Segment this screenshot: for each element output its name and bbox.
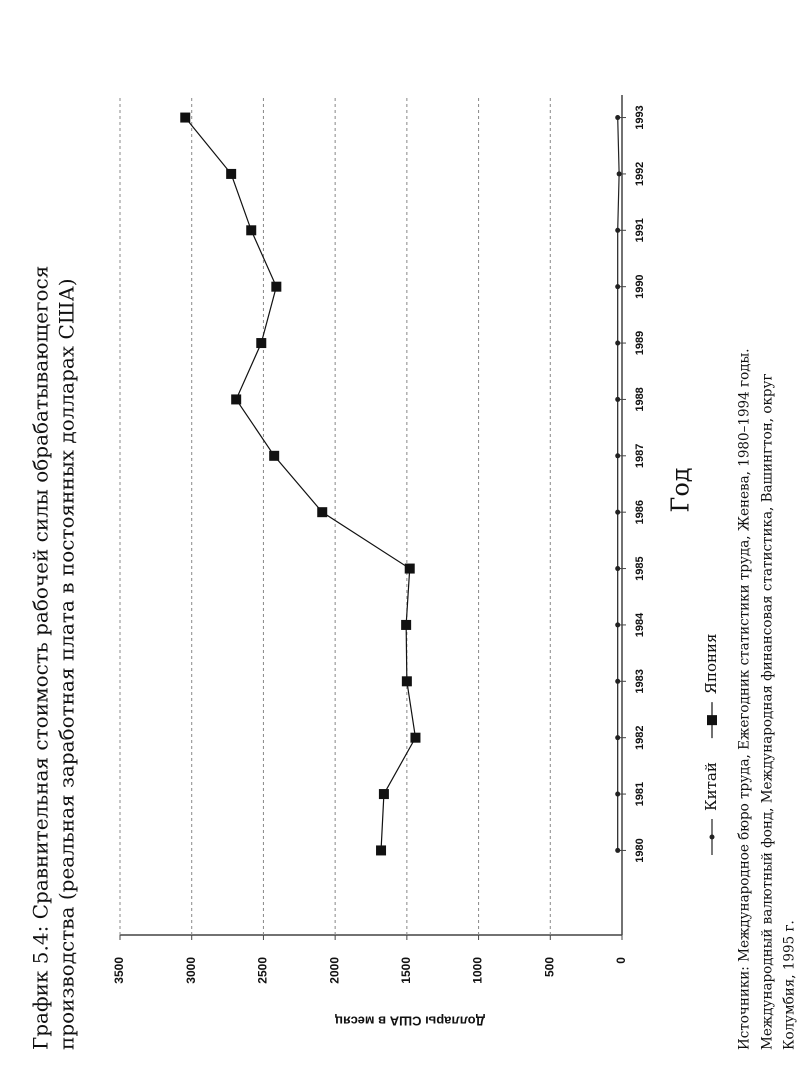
- data-point: [615, 453, 621, 459]
- data-point: [376, 845, 387, 856]
- y-axis-label: Доллары США в месяц: [335, 1014, 485, 1029]
- data-point: [231, 394, 242, 405]
- x-tick-label: 1992: [634, 162, 646, 186]
- data-point: [401, 676, 412, 687]
- data-point: [615, 566, 621, 572]
- y-tick-label: 0: [614, 957, 628, 964]
- data-point: [615, 847, 621, 853]
- legend-label: Китай: [702, 762, 720, 811]
- series-line: [617, 117, 620, 851]
- data-point: [615, 284, 621, 290]
- data-point: [246, 225, 257, 236]
- x-tick-label: 1993: [634, 105, 646, 129]
- source-note: Колумбия, 1995 г.: [782, 920, 798, 1050]
- x-tick-label: 1982: [634, 725, 646, 749]
- data-point: [615, 396, 621, 402]
- x-tick-label: 1983: [634, 669, 646, 693]
- chart-title: График 5.4: Сравнительная стоимость рабо…: [29, 266, 53, 1050]
- x-tick-label: 1987: [634, 444, 646, 468]
- x-tick-label: 1990: [634, 274, 646, 298]
- x-tick-label: 1984: [634, 612, 646, 637]
- x-tick-label: 1981: [634, 782, 646, 806]
- data-point: [256, 338, 267, 349]
- x-tick-label: 1988: [634, 387, 646, 411]
- source-note: Источники: Международное бюро труда, Еже…: [737, 348, 753, 1050]
- data-point: [615, 622, 621, 628]
- x-axis-label: Год: [667, 467, 695, 512]
- data-point: [271, 281, 282, 292]
- series-line: [184, 117, 417, 851]
- data-point: [269, 450, 280, 461]
- x-tick-label: 1985: [634, 556, 646, 580]
- data-point: [317, 507, 328, 518]
- x-tick-label: 1991: [634, 218, 646, 242]
- y-tick-label: 3000: [184, 957, 198, 984]
- data-point: [226, 168, 237, 179]
- data-point: [615, 227, 621, 233]
- data-point: [378, 789, 389, 800]
- y-tick-label: 3500: [112, 957, 126, 984]
- data-point: [615, 340, 621, 346]
- data-point: [616, 171, 622, 177]
- rotated-chart: График 5.4: Сравнительная стоимость рабо…: [29, 95, 798, 1050]
- data-point: [615, 509, 621, 515]
- x-tick-label: 1986: [634, 500, 646, 524]
- data-point: [410, 732, 421, 743]
- y-tick-label: 1500: [399, 957, 413, 984]
- data-point: [615, 115, 621, 121]
- source-note: Международный валютный фонд, Международн…: [760, 373, 776, 1050]
- data-point: [615, 678, 621, 684]
- x-tick-label: 1989: [634, 331, 646, 355]
- x-tick-label: 1980: [634, 838, 646, 862]
- legend-marker: [707, 715, 717, 726]
- data-point: [180, 112, 191, 123]
- chart-title: производства (реальная заработная плата …: [55, 278, 79, 1050]
- y-tick-label: 2000: [327, 957, 341, 984]
- data-point: [401, 619, 412, 630]
- data-point: [615, 791, 621, 797]
- data-point: [615, 735, 621, 741]
- legend-marker: [709, 834, 715, 840]
- y-tick-label: 1000: [471, 957, 485, 984]
- y-tick-label: 500: [542, 957, 556, 977]
- data-point: [404, 563, 415, 574]
- legend-label: Япония: [702, 634, 720, 695]
- y-tick-label: 2500: [256, 957, 270, 984]
